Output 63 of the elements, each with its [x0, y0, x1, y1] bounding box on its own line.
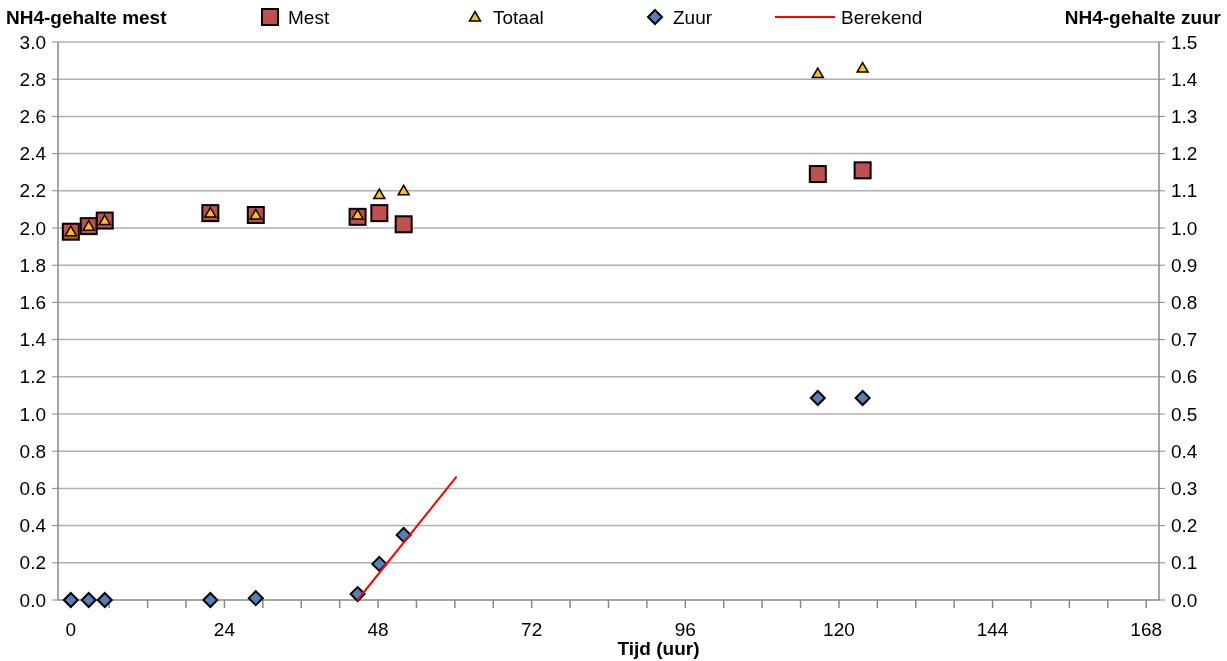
y-tick-label: 0.4 — [19, 515, 47, 537]
legend-label: Zuur — [673, 6, 713, 28]
y-tick-label: 2.4 — [19, 143, 47, 165]
y2-tick-label: 0.6 — [1171, 366, 1198, 388]
legend-label: Mest — [288, 6, 330, 28]
x-axis-title: Tijd (uur) — [617, 638, 700, 659]
y2-tick-label: 1.4 — [1171, 68, 1198, 90]
point — [62, 592, 79, 608]
y2-tick-label: 0.2 — [1171, 515, 1198, 537]
x-tick-label: 168 — [1130, 619, 1163, 640]
point — [394, 215, 413, 234]
x-tick-label: 72 — [521, 619, 543, 640]
x-tick-label: 120 — [823, 619, 855, 640]
x-tick-label: 24 — [213, 619, 236, 640]
y-tick-label: 1.0 — [19, 403, 46, 425]
point — [853, 161, 872, 180]
y-tick-label: 0.8 — [19, 440, 46, 462]
y2-tick-label: 0.3 — [1171, 478, 1198, 500]
y2-tick-label: 1.0 — [1171, 217, 1198, 239]
y-tick-label: 2.8 — [19, 68, 46, 90]
point — [397, 184, 410, 196]
y2-tick-label: 0.5 — [1171, 403, 1198, 425]
y-axis-title: NH4-gehalte mest — [6, 7, 168, 28]
point — [247, 590, 264, 607]
point — [370, 204, 389, 223]
legend-label: Berekend — [841, 6, 923, 28]
point — [80, 592, 97, 608]
y-tick-label: 2.0 — [19, 217, 46, 239]
y2-tick-label: 0.9 — [1171, 254, 1198, 276]
point — [809, 390, 826, 406]
y2-axis-title: NH4-gehalte zuur — [1064, 7, 1222, 28]
point — [96, 592, 113, 608]
y-tick-label: 3.0 — [19, 31, 46, 53]
y2-tick-label: 0.1 — [1171, 552, 1198, 574]
x-tick-label: 0 — [65, 619, 77, 640]
y-tick-label: 1.4 — [19, 329, 47, 351]
y-tick-label: 0.0 — [19, 589, 46, 611]
x-tick-label: 96 — [674, 619, 696, 640]
y-tick-label: 1.6 — [19, 292, 46, 314]
x-tick-label: 48 — [367, 619, 389, 640]
y2-tick-label: 0.7 — [1171, 329, 1198, 351]
y-tick-label: 2.2 — [19, 180, 46, 202]
point — [856, 61, 869, 73]
y2-tick-label: 0.4 — [1171, 440, 1198, 462]
y-tick-label: 0.6 — [19, 478, 46, 500]
y-tick-label: 0.2 — [19, 552, 46, 574]
point — [371, 555, 388, 572]
point — [808, 165, 827, 184]
y2-tick-label: 1.5 — [1171, 31, 1198, 53]
point — [811, 67, 825, 79]
point — [373, 188, 386, 200]
y2-tick-label: 0.0 — [1171, 589, 1198, 611]
y-tick-label: 1.2 — [19, 366, 46, 388]
y-tick-label: 2.6 — [19, 106, 46, 128]
point — [854, 390, 871, 406]
point — [202, 592, 219, 608]
x-tick-label: 144 — [976, 619, 1009, 640]
y-tick-label: 1.8 — [19, 254, 46, 276]
legend-label: Totaal — [493, 6, 544, 28]
y2-tick-label: 1.1 — [1171, 180, 1198, 202]
y2-tick-label: 1.3 — [1171, 106, 1198, 128]
y2-tick-label: 1.2 — [1171, 143, 1198, 165]
y2-tick-label: 0.8 — [1171, 292, 1198, 314]
